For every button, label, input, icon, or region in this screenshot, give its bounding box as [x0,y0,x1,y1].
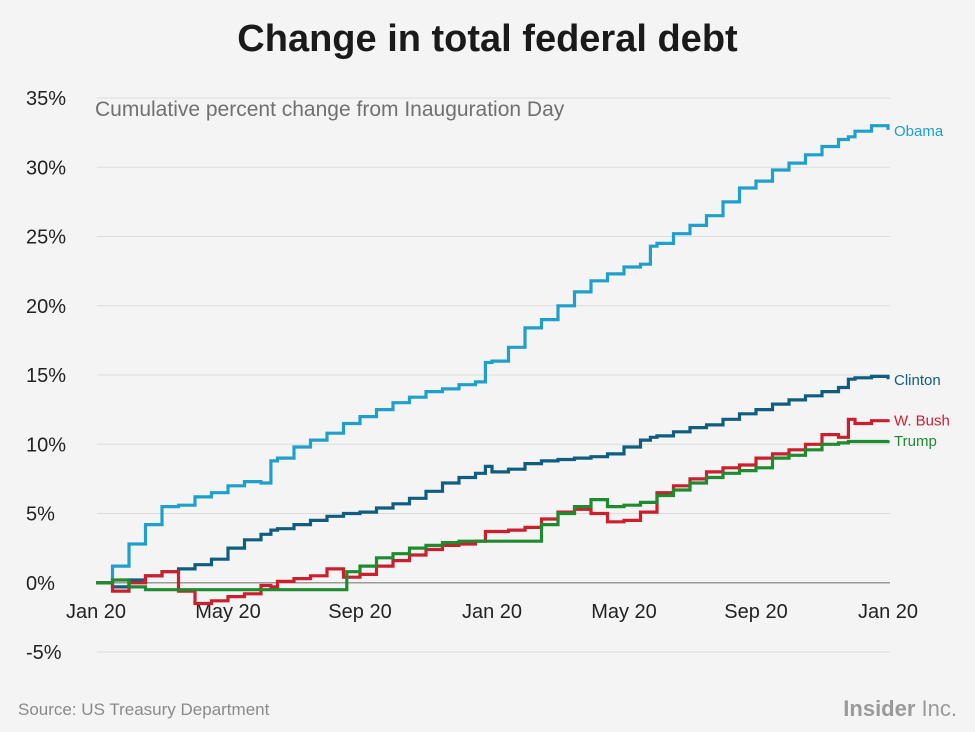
series-line-obama [96,124,890,585]
y-axis-ticks: -5% 0% 5% 10% 15% 20% 25% 30% 35% [26,88,66,664]
series-label-clinton: Clinton [894,372,941,389]
y-tick-label: 30% [26,157,66,179]
chart-subtitle: Cumulative percent change from Inaugurat… [95,98,565,121]
x-tick-label: Sep 20 [328,601,391,623]
y-tick-label: 35% [26,88,66,110]
chart-title: Change in total federal debt [237,18,738,60]
series-label-obama: Obama [894,123,944,140]
x-tick-label: Sep 20 [724,601,787,623]
y-tick-label: 25% [26,227,66,249]
series-line-clinton [96,374,890,589]
y-tick-label: 0% [26,573,55,595]
series-label-trump: Trump [894,433,937,450]
x-tick-label: May 20 [195,601,261,623]
series-lines [96,124,890,606]
x-tick-label: Jan 20 [66,601,126,623]
y-tick-label: 5% [26,504,55,526]
y-tick-label: 10% [26,434,66,456]
series-label-w-bush: W. Bush [894,412,950,429]
x-tick-label: Jan 20 [858,601,918,623]
x-tick-label: May 20 [591,601,657,623]
series-line-w-bush [96,417,890,606]
y-tick-label: -5% [26,642,62,664]
source-note: Source: US Treasury Department [18,700,270,719]
series-labels: Obama Clinton W. Bush Trump [894,123,950,450]
brand-logo: Insider Inc. [843,696,957,721]
x-tick-label: Jan 20 [462,601,522,623]
y-tick-label: 20% [26,296,66,318]
x-axis-ticks: Jan 20 May 20 Sep 20 Jan 20 May 20 Sep 20 Jan … [66,601,918,623]
y-tick-label: 15% [26,365,66,387]
series-line-trump [96,439,890,592]
gridlines [97,97,890,653]
